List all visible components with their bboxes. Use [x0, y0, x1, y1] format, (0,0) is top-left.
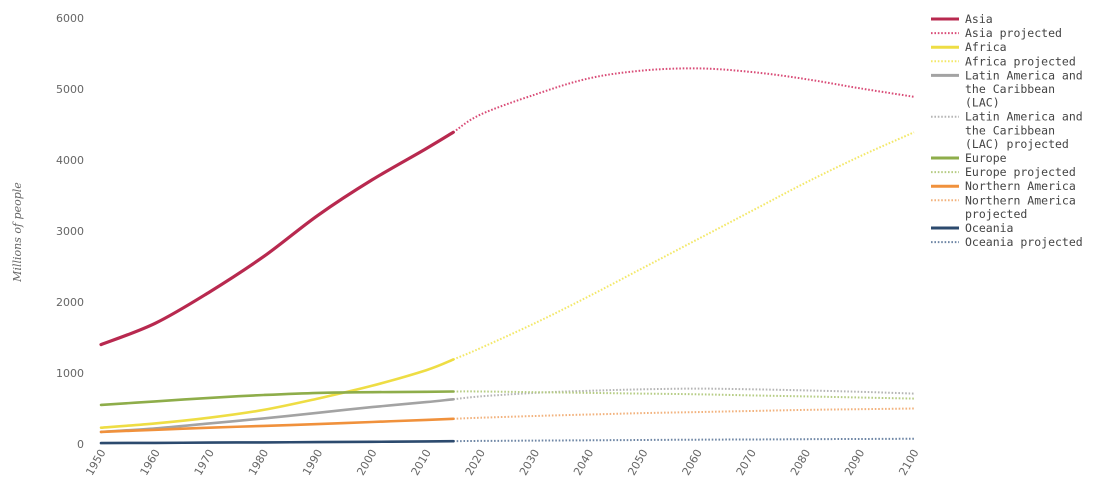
x-tick-label: 2080: [788, 447, 813, 478]
y-tick-label: 3000: [56, 225, 84, 238]
plot-area: [99, 67, 915, 445]
legend-label-oceania: Oceania: [965, 221, 1013, 235]
x-tick-label: 2000: [354, 447, 379, 478]
series-line-asia-projected: [452, 67, 915, 134]
series-line-oceania: [99, 439, 455, 445]
series-line-oceania-projected: [453, 437, 915, 443]
y-tick-label: 2000: [56, 296, 84, 309]
x-tick-label: 2010: [409, 447, 434, 478]
legend-label-oceania-projected: Oceania projected: [965, 235, 1083, 249]
x-tick-label: 2020: [463, 447, 488, 478]
legend-label-northern-america-projected: Northern America projected: [965, 193, 1076, 221]
series-line-northern-america: [99, 417, 455, 434]
y-tick-label: 1000: [56, 367, 84, 380]
series-line-africa-projected: [452, 131, 915, 361]
x-tick-label: 2030: [517, 447, 542, 478]
x-tick-label: 2100: [896, 447, 921, 478]
series-line-asia: [99, 130, 455, 347]
series-line-africa: [99, 358, 455, 429]
x-tick-label: 2060: [680, 447, 705, 478]
series-line-europe-projected: [453, 390, 915, 400]
y-tick-label: 6000: [56, 12, 84, 25]
x-tick-label: 1960: [138, 447, 163, 478]
legend-label-latin-america-and-the-caribbean-lac: Latin America and the Caribbean (LAC): [965, 68, 1083, 109]
series-line-latin-america-and-the-caribbean-lac: [99, 398, 455, 434]
x-tick-label: 1970: [192, 447, 217, 478]
x-tick-label: 1990: [300, 447, 325, 478]
legend-label-northern-america: Northern America: [965, 179, 1076, 193]
legend-label-africa: Africa: [965, 40, 1007, 54]
legend-label-asia: Asia: [965, 12, 993, 26]
x-tick-label: 2070: [734, 447, 759, 478]
legend-label-latin-america-and-the-caribbean-lac-projected: Latin America and the Caribbean (LAC) proj…: [965, 110, 1083, 151]
x-tick-label: 2050: [625, 447, 650, 478]
y-tick-label: 4000: [56, 154, 84, 167]
series-line-northern-america-projected: [453, 407, 915, 420]
legend-label-africa-projected: Africa projected: [965, 54, 1076, 68]
x-tick-label: 1950: [83, 447, 108, 478]
x-tick-label: 2040: [571, 447, 596, 478]
legend-label-asia-projected: Asia projected: [965, 26, 1062, 40]
series-line-europe: [99, 390, 455, 407]
x-tick-label: 2090: [842, 447, 867, 478]
x-tick-label: 1980: [246, 447, 271, 478]
y-axis-ticks: 0 1000 2000 3000 4000 5000 6000: [56, 12, 84, 451]
y-tick-label: 0: [77, 438, 84, 451]
x-axis-ticks: 1950 1960 1970 1980 1990 2000 2010 2020 2030 2040…: [83, 447, 921, 478]
y-axis-label: Millions of people: [11, 182, 24, 283]
legend-label-europe: Europe: [965, 151, 1007, 165]
y-tick-label: 5000: [56, 83, 84, 96]
legend-label-europe-projected: Europe projected: [965, 165, 1076, 179]
